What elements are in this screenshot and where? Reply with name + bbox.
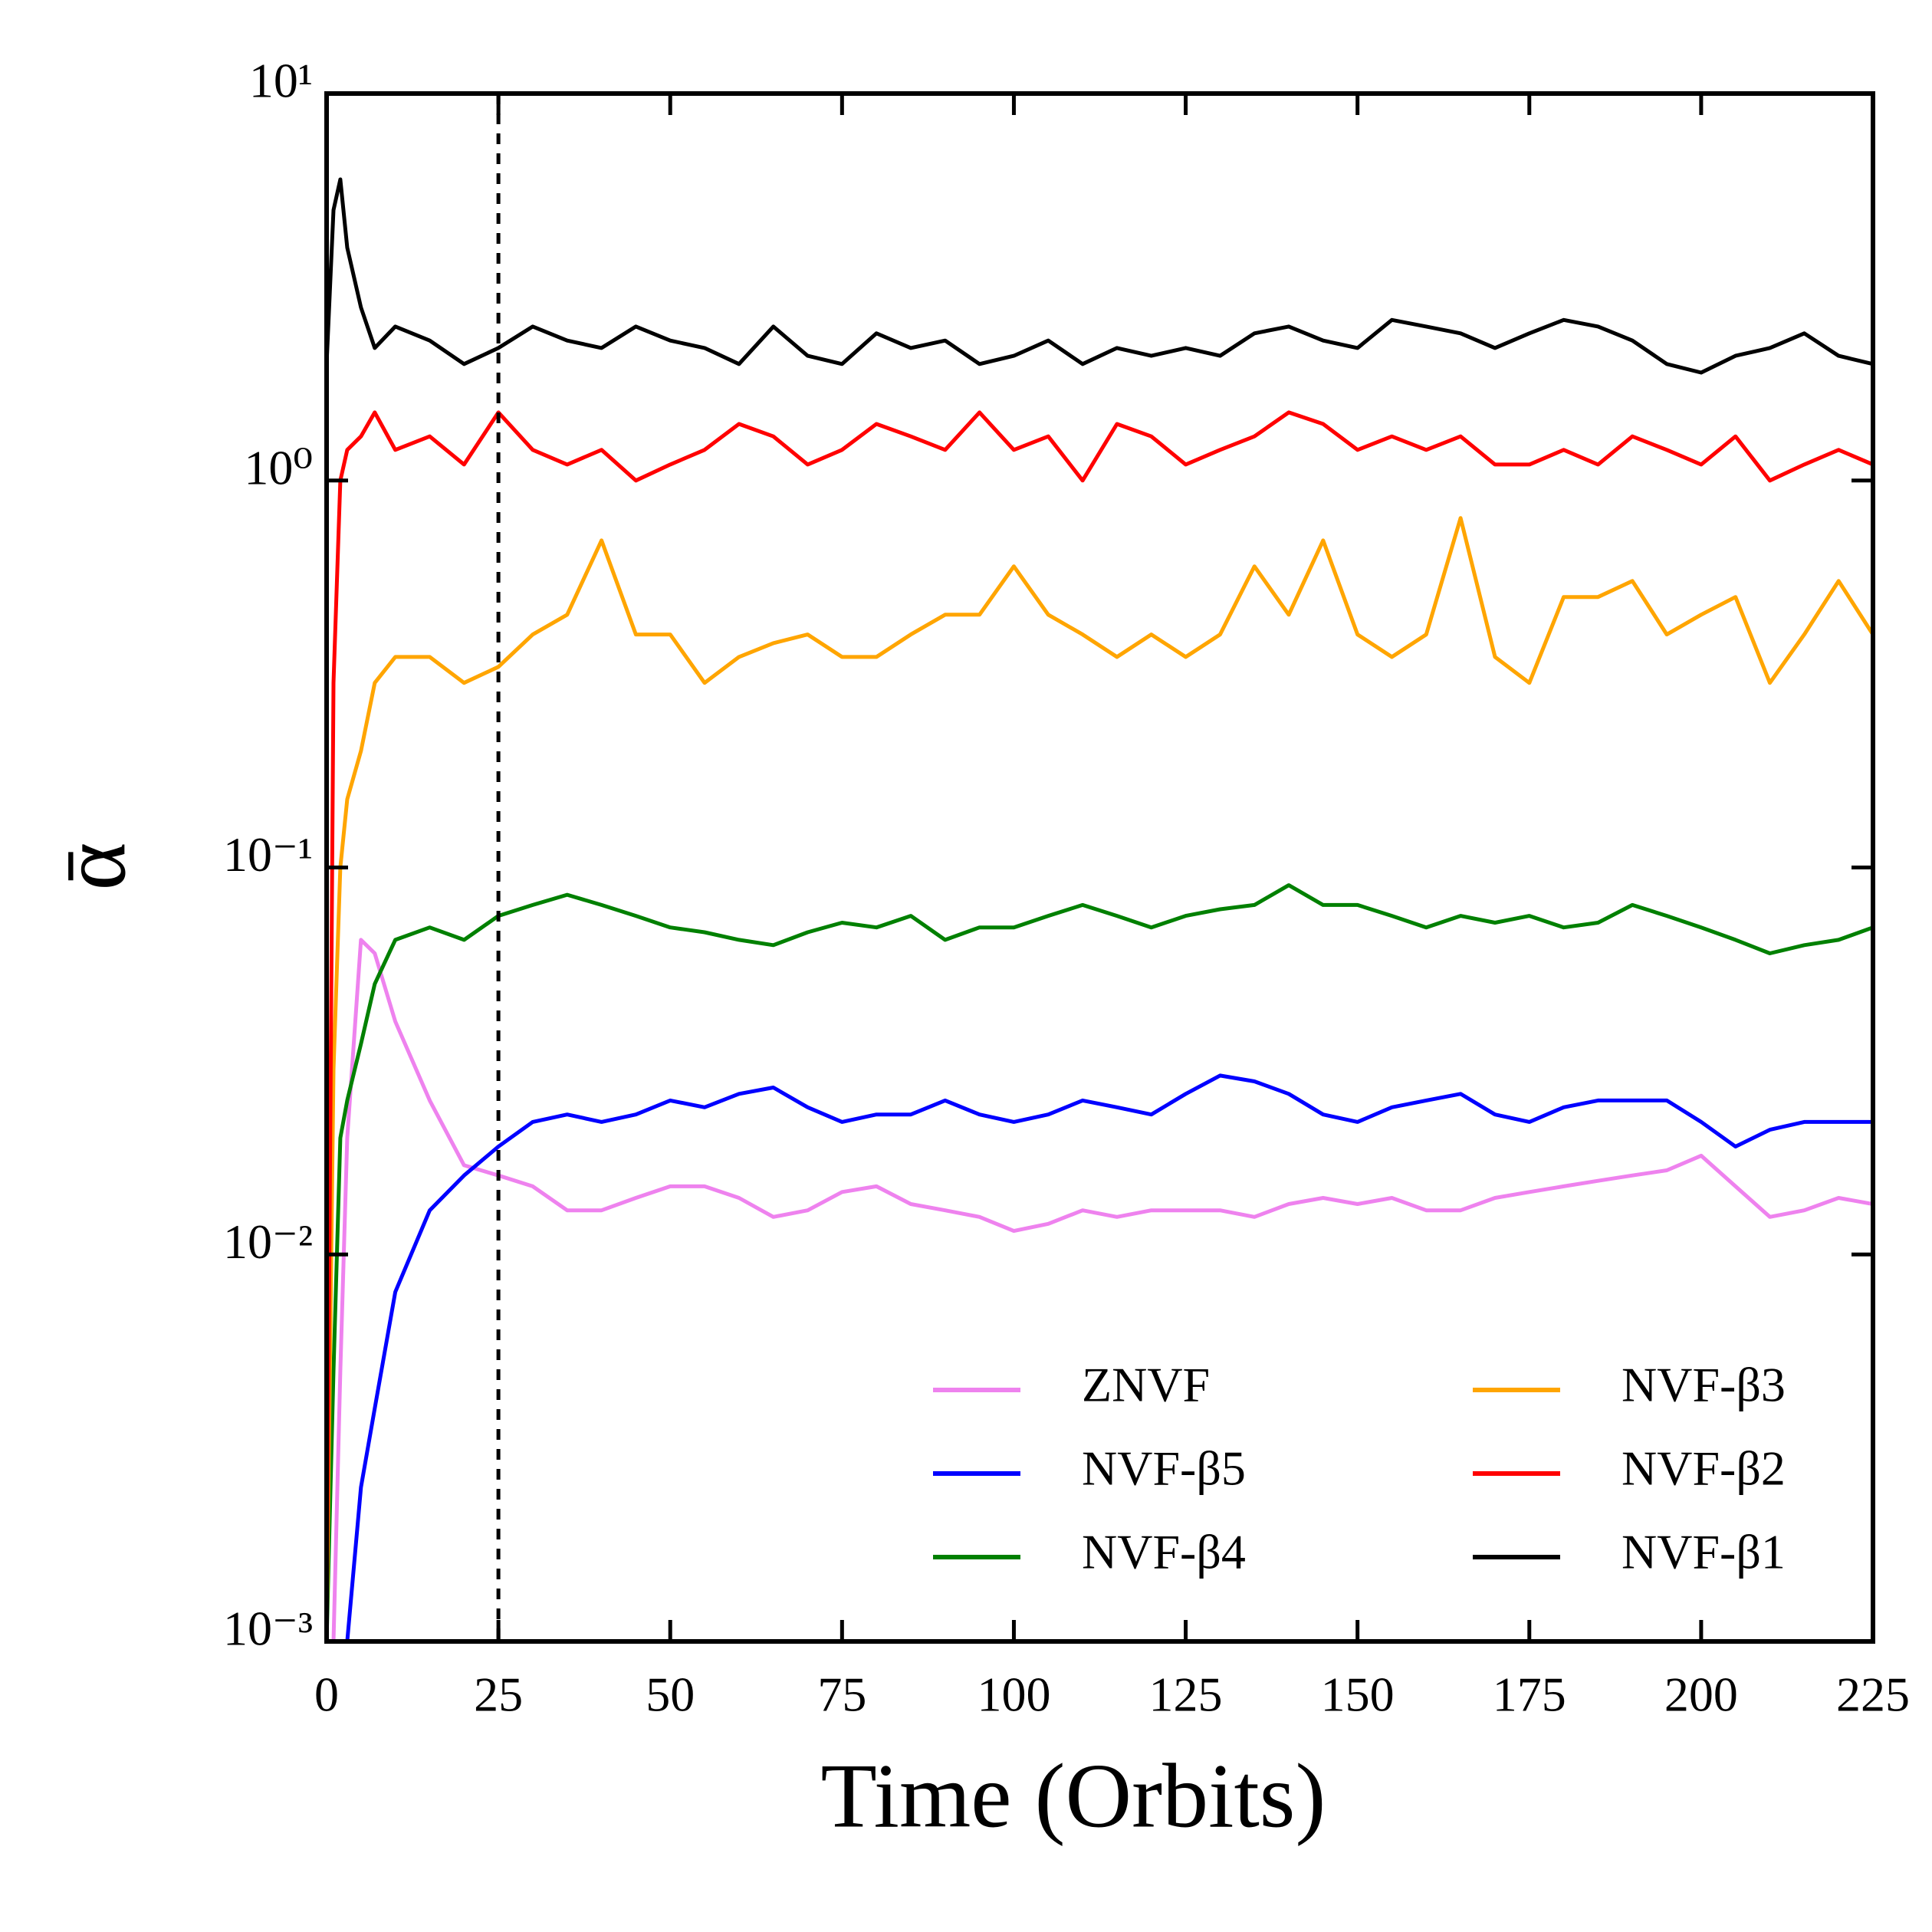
x-tick-label: 200 [1664, 1668, 1738, 1722]
legend-label: NVF-β4 [1082, 1525, 1246, 1579]
x-tick-label: 150 [1321, 1668, 1395, 1722]
x-tick-label: 75 [817, 1668, 866, 1722]
legend-label: NVF-β5 [1082, 1441, 1246, 1496]
legend-label: NVF-β2 [1622, 1441, 1786, 1496]
legend-label: ZNVF [1082, 1358, 1210, 1412]
series-line [327, 516, 1873, 1641]
x-tick-label: 100 [977, 1668, 1050, 1722]
x-tick-label: 0 [314, 1668, 339, 1722]
series-line [327, 883, 1873, 1641]
y-tick-label: 10⁻¹ [223, 827, 313, 882]
y-tick-label: 10⁻² [223, 1214, 313, 1269]
legend-label: NVF-β1 [1622, 1525, 1786, 1579]
series-line [327, 177, 1873, 375]
legend-label: NVF-β3 [1622, 1358, 1786, 1412]
x-tick-label: 25 [474, 1668, 523, 1722]
series-line [327, 938, 1873, 1641]
series-line [327, 1073, 1873, 1641]
y-tick-label: 10¹ [249, 54, 313, 108]
x-tick-label: 175 [1493, 1668, 1566, 1722]
x-tick-label: 125 [1149, 1668, 1223, 1722]
y-tick-label: 10⁻³ [223, 1602, 313, 1656]
x-tick-label: 225 [1836, 1668, 1910, 1722]
x-tick-label: 50 [646, 1668, 695, 1722]
plot-frame [324, 91, 1875, 1644]
y-tick-label: 10⁰ [244, 440, 313, 495]
x-axis-label: Time (Orbits) [821, 1745, 1326, 1847]
series-line [327, 410, 1873, 1641]
y-axis-label: ᾱ [43, 843, 145, 891]
